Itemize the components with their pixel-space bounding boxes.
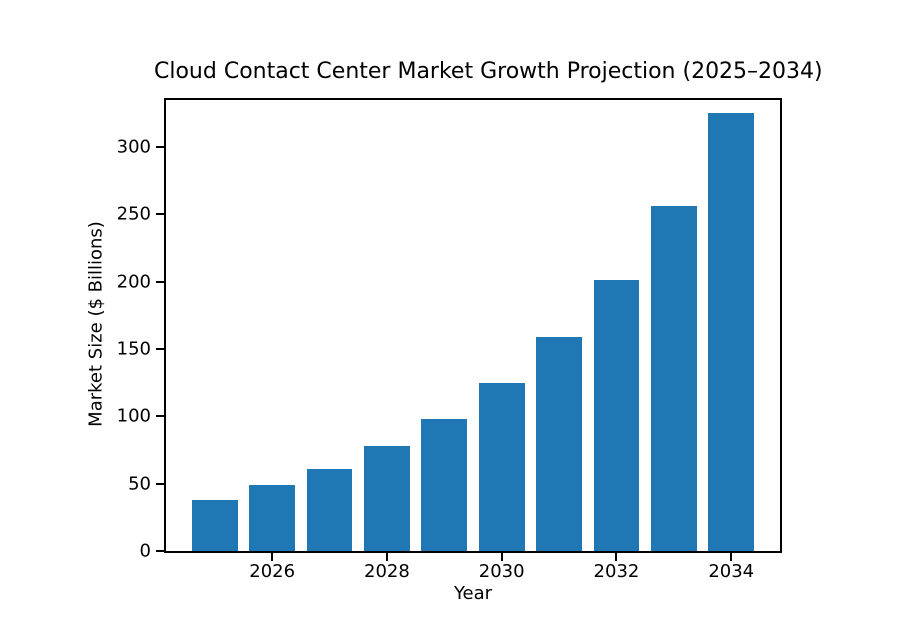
- y-tick-label-150: 150: [116, 338, 151, 360]
- x-tick-label-2034: 2034: [708, 561, 755, 582]
- x-tick-mark-2026: [271, 553, 274, 561]
- bar-2025: [191, 499, 238, 551]
- y-tick-label-100: 100: [116, 405, 151, 427]
- x-tick-label-2028: 2028: [364, 561, 410, 582]
- x-tick-mark-2034: [730, 553, 733, 561]
- bar-2028: [363, 445, 410, 551]
- y-tick-label-200: 200: [116, 271, 151, 293]
- y-tick-label-50: 50: [128, 473, 151, 495]
- x-tick-label-2026: 2026: [249, 561, 296, 582]
- bar-2027: [306, 468, 353, 551]
- y-tick-mark-150: [156, 348, 164, 351]
- bar-2034: [708, 113, 755, 551]
- y-tick-mark-0: [156, 550, 164, 552]
- y-tick-label-0: 0: [139, 540, 151, 562]
- y-tick-label-250: 250: [116, 203, 151, 225]
- bar-2026: [249, 485, 296, 551]
- bar-2030: [478, 382, 525, 551]
- x-axis-label: Year: [453, 583, 493, 604]
- chart-title: Cloud Contact Center Market Growth Proje…: [154, 59, 823, 84]
- bar-2031: [536, 336, 583, 551]
- x-tick-label-2032: 2032: [593, 561, 640, 582]
- y-tick-mark-100: [156, 415, 164, 418]
- y-tick-mark-250: [156, 213, 164, 216]
- x-tick-label-2030: 2030: [478, 561, 525, 582]
- x-tick-mark-2032: [615, 553, 618, 561]
- plot-area: 0 50 100 150 200 250 300 2026 2028 2030 2032 2034: [117, 98, 782, 582]
- bar-2029: [421, 419, 468, 551]
- bar-2033: [650, 206, 697, 551]
- y-tick-mark-50: [156, 482, 164, 485]
- x-tick-mark-2030: [500, 553, 503, 561]
- bar-2032: [593, 280, 640, 551]
- y-tick-mark-200: [156, 280, 164, 283]
- x-tick-mark-2028: [385, 553, 388, 561]
- y-tick-mark-300: [156, 146, 164, 149]
- y-tick-label-300: 300: [116, 136, 151, 158]
- y-axis-label: Market Size ($ Billions): [85, 221, 107, 427]
